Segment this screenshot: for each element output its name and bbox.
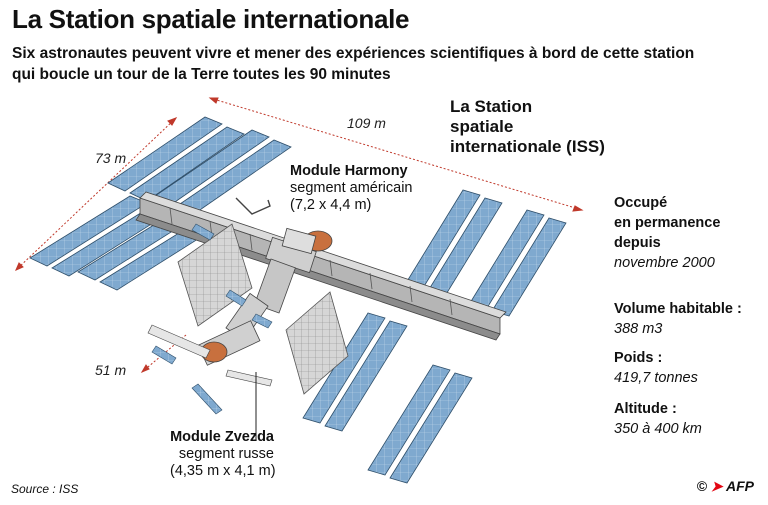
afp-logo-mark: ➤ — [710, 478, 723, 494]
page-title: La Station spatiale internationale — [12, 4, 410, 34]
russian-solar-panels — [147, 223, 273, 415]
zvezda-name: Module Zvezda — [170, 429, 274, 445]
zvezda-callout: Module Zvezda segment russe (4,35 m x 4,… — [170, 429, 276, 480]
fact-occupation: Occupé en permanence depuis novembre 200… — [614, 193, 720, 273]
iss-label-line-2: spatiale — [450, 117, 514, 136]
fact-altitude-value: 350 à 400 km — [614, 421, 702, 437]
dimension-depth-label: 51 m — [95, 362, 127, 378]
zvezda-size: (4,35 m x 4,1 m) — [170, 463, 276, 479]
iss-label-line-1: La Station — [450, 97, 533, 116]
dimension-length-label: 109 m — [347, 115, 386, 131]
subtitle-line-2: qui boucle un tour de la Terre toutes le… — [12, 66, 391, 83]
robotic-arm — [235, 197, 271, 215]
fact-occupation-line-1: Occupé — [614, 195, 668, 211]
subtitle-line-1: Six astronautes peuvent vivre et mener d… — [12, 45, 695, 62]
solar-array-left-top — [107, 116, 292, 215]
solar-array-right-top — [405, 189, 567, 317]
dimension-width-label: 73 m — [95, 150, 127, 166]
pressurised-modules — [197, 227, 333, 366]
afp-logo-text: AFP — [726, 478, 754, 494]
fact-volume-value: 388 m3 — [614, 321, 663, 337]
fact-volume: Volume habitable : 388 m3 — [614, 299, 742, 339]
copyright-symbol: © — [696, 478, 707, 494]
harmony-segment: segment américain — [290, 180, 413, 196]
fact-altitude-label: Altitude : — [614, 401, 677, 417]
dimension-line-73m — [15, 117, 178, 271]
fact-weight-value: 419,7 tonnes — [614, 370, 698, 386]
harmony-size: (7,2 x 4,4 m) — [290, 197, 372, 213]
fact-weight: Poids : 419,7 tonnes — [614, 348, 698, 388]
iss-label: La Station spatiale internationale (ISS) — [450, 97, 605, 157]
fact-weight-label: Poids : — [614, 350, 663, 366]
fact-occupation-value: novembre 2000 — [614, 255, 715, 271]
zvezda-segment: segment russe — [178, 446, 274, 462]
source-note: Source : ISS — [11, 482, 79, 496]
harmony-callout: Module Harmony segment américain (7,2 x … — [290, 163, 413, 214]
fact-altitude: Altitude : 350 à 400 km — [614, 399, 702, 439]
afp-logo: © ➤ AFP — [697, 478, 754, 495]
fact-occupation-line-2: en permanence — [614, 215, 721, 231]
harmony-name: Module Harmony — [290, 163, 408, 179]
fact-volume-label: Volume habitable : — [614, 301, 742, 317]
fact-occupation-line-3: depuis — [614, 235, 661, 251]
solar-array-right-bottom — [302, 312, 473, 484]
dimension-line-109m — [208, 97, 584, 212]
page-subtitle: Six astronautes peuvent vivre et mener d… — [12, 43, 712, 85]
iss-label-line-3: internationale (ISS) — [450, 137, 605, 156]
